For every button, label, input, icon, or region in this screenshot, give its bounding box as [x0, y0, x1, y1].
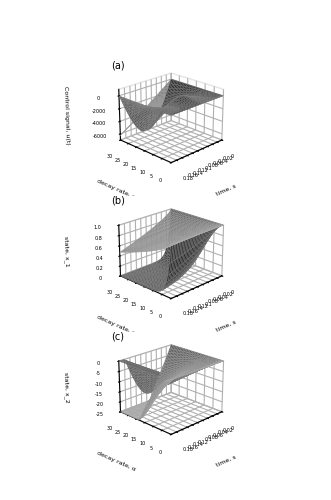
Y-axis label: decay rate, α: decay rate, α: [96, 179, 136, 201]
X-axis label: time, s: time, s: [215, 183, 237, 196]
Y-axis label: decay rate, α: decay rate, α: [96, 450, 136, 472]
Text: (c): (c): [111, 332, 124, 342]
Y-axis label: decay rate, α: decay rate, α: [96, 315, 136, 336]
Text: (a): (a): [111, 60, 124, 70]
X-axis label: time, s: time, s: [215, 319, 237, 332]
Text: (b): (b): [111, 196, 125, 206]
X-axis label: time, s: time, s: [215, 455, 237, 468]
